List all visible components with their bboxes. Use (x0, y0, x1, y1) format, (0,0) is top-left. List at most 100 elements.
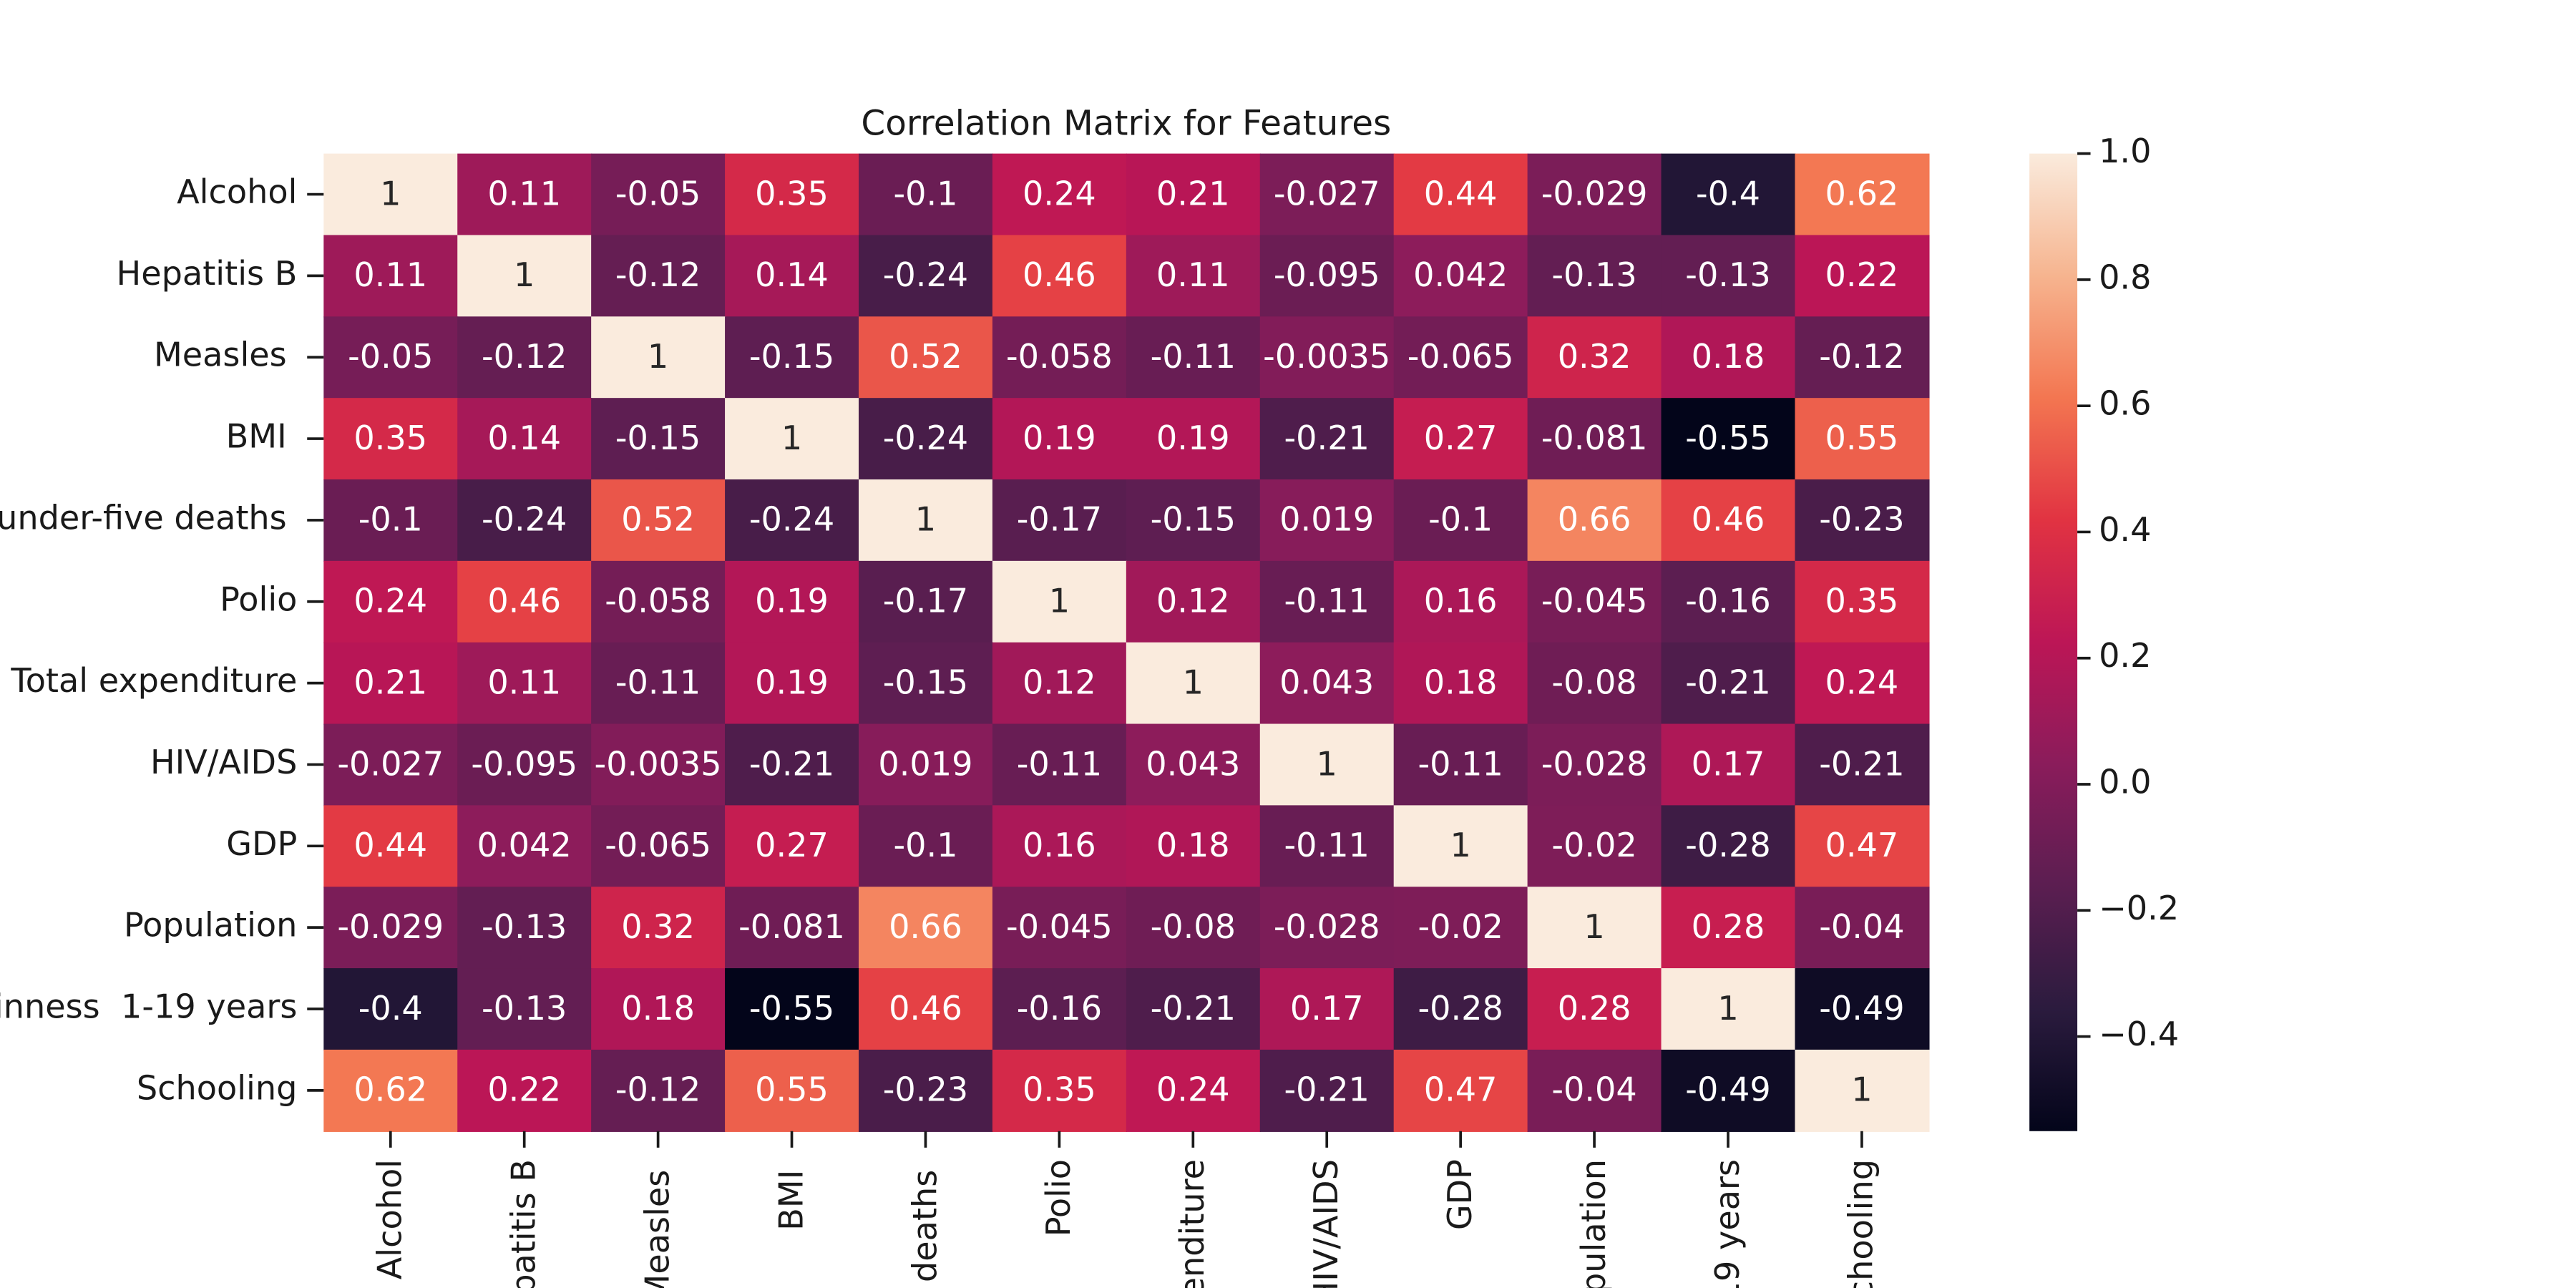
cell-label: 0.24 (1156, 1070, 1230, 1109)
cell-label: 1 (1717, 989, 1738, 1028)
heatmap-cell (1393, 1049, 1528, 1132)
cell-label: 0.042 (1413, 255, 1508, 294)
cell-label: 0.042 (477, 826, 572, 864)
cell-label: 0.16 (1424, 582, 1498, 620)
cell-label: -0.08 (1551, 663, 1636, 701)
heatmap-cell (1795, 642, 1930, 725)
cell-label: -0.49 (1685, 1070, 1770, 1109)
heatmap-cell (1661, 642, 1796, 725)
heatmap-cell (1259, 887, 1395, 970)
cell-label: 0.28 (1558, 989, 1631, 1028)
cell-label: -0.24 (482, 500, 567, 539)
cell-label: -0.11 (1284, 582, 1370, 620)
heatmap-cell (1259, 479, 1395, 562)
cell-label: 0.35 (1825, 582, 1899, 620)
heatmap-cell (1126, 398, 1261, 481)
cell-label: -0.058 (605, 582, 711, 620)
heatmap-cell (859, 235, 994, 318)
cell-label: 0.46 (1023, 255, 1096, 294)
heatmap-cell (992, 153, 1127, 236)
y-tick-label: thinness 1-19 years (0, 987, 297, 1026)
x-tick-label: GDP (1440, 1159, 1479, 1230)
cell-label: -0.029 (1541, 174, 1648, 213)
cell-label: 0.28 (1692, 907, 1765, 946)
cell-label: 1 (1851, 1070, 1872, 1109)
heatmap-cell (591, 560, 726, 643)
heatmap-cell (1527, 723, 1662, 806)
cell-label: -0.029 (337, 907, 444, 946)
y-tick-label: under-five deaths (0, 498, 297, 537)
heatmap-cell (457, 887, 592, 970)
cell-label: 0.019 (878, 744, 972, 783)
cell-label: -0.4 (1696, 174, 1760, 213)
cell-label: -0.16 (1017, 989, 1102, 1028)
cell-label: -0.12 (482, 337, 567, 376)
cell-label: -0.21 (1284, 1070, 1370, 1109)
cell-label: 0.11 (487, 174, 561, 213)
heatmap-cell (859, 479, 994, 562)
heatmap-cell (1126, 560, 1261, 643)
heatmap-cell (859, 723, 994, 806)
heatmap-cell (591, 805, 726, 888)
heatmap-cell (992, 398, 1127, 481)
cell-label: 0.16 (1023, 826, 1096, 864)
cell-label: 0.32 (1558, 337, 1631, 376)
heatmap-cell (1661, 479, 1796, 562)
cell-label: 0.12 (1023, 663, 1096, 701)
cell-label: 1 (781, 419, 802, 457)
cell-label: -0.1 (1428, 500, 1493, 539)
cell-label: -0.027 (1274, 174, 1380, 213)
cell-label: -0.12 (615, 255, 701, 294)
heatmap-cell (992, 560, 1127, 643)
cell-label: -0.095 (1274, 255, 1380, 294)
heatmap-cell (323, 235, 459, 318)
cell-label: -0.1 (893, 826, 957, 864)
cell-label: -0.12 (615, 1070, 701, 1109)
heatmap-cell (725, 560, 860, 643)
cell-label: 0.22 (1825, 255, 1899, 294)
colorbar-tick-label: 0.6 (2099, 384, 2151, 423)
cell-label: -0.17 (883, 582, 968, 620)
cell-label: -0.028 (1541, 744, 1648, 783)
cell-label: -0.0035 (1263, 337, 1390, 376)
cell-label: 0.19 (1023, 419, 1096, 457)
cell-label: -0.045 (1541, 582, 1648, 620)
heatmap-cell (1661, 235, 1796, 318)
cell-label: -0.11 (1284, 826, 1370, 864)
y-tick-label: HIV/AIDS (150, 743, 297, 781)
cell-label: 0.18 (621, 989, 695, 1028)
heatmap-cell (1795, 887, 1930, 970)
heatmap-cell (1259, 805, 1395, 888)
heatmap-cell (1661, 1049, 1796, 1132)
cell-label: 0.22 (487, 1070, 561, 1109)
heatmap-cell (1527, 642, 1662, 725)
chart-title: Correlation Matrix for Features (861, 103, 1391, 143)
heatmap-cell (1527, 235, 1662, 318)
cell-label: -0.13 (1551, 255, 1636, 294)
heatmap-cell (457, 968, 592, 1051)
heatmap-cell (591, 968, 726, 1051)
cell-label: 0.11 (487, 663, 561, 701)
cell-label: -0.24 (883, 255, 968, 294)
y-tick-label: Schooling (137, 1068, 298, 1107)
y-tick-label: GDP (226, 824, 297, 863)
heatmap-cell (1259, 235, 1395, 318)
cell-label: -0.05 (348, 337, 433, 376)
cell-label: -0.08 (1151, 907, 1236, 946)
y-tick-label: Population (124, 906, 297, 945)
cell-label: -0.13 (482, 907, 567, 946)
cell-label: -0.065 (1407, 337, 1514, 376)
heatmap-cell (1795, 723, 1930, 806)
cell-label: 0.27 (755, 826, 829, 864)
cell-label: -0.13 (482, 989, 567, 1028)
cell-label: -0.55 (1685, 419, 1770, 457)
cell-label: -0.15 (749, 337, 834, 376)
cell-label: 0.47 (1424, 1070, 1498, 1109)
heatmap-cell (992, 887, 1127, 970)
heatmap-cell (323, 153, 459, 236)
cell-label: -0.095 (471, 744, 577, 783)
heatmap-cell (1661, 805, 1796, 888)
heatmap-cell (323, 968, 459, 1051)
cell-label: 0.019 (1279, 500, 1374, 539)
